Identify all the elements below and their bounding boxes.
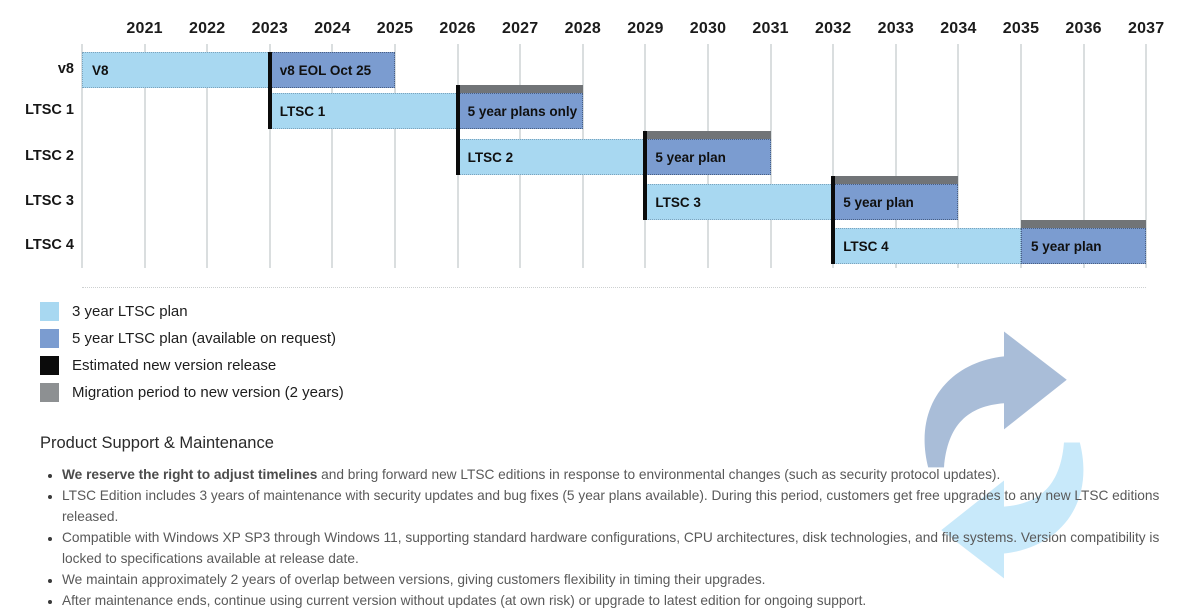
bar-label: LTSC 3 <box>655 194 701 210</box>
year-tick-label: 2031 <box>752 20 789 37</box>
note-text: LTSC Edition includes 3 years of mainten… <box>62 488 1160 524</box>
year-gridline <box>957 44 960 268</box>
release-line <box>831 176 836 264</box>
legend-label: Migration period to new version (2 years… <box>72 384 344 401</box>
legend-label: 5 year LTSC plan (available on request) <box>72 330 337 347</box>
year-gridline <box>81 44 83 268</box>
bar-plan3: V8 <box>82 52 270 88</box>
release-line <box>643 131 648 220</box>
year-tick-label: 2022 <box>188 20 226 37</box>
migration-strip <box>645 131 771 139</box>
year-gridline <box>1082 44 1085 268</box>
bar-label: V8 <box>92 62 109 78</box>
bar-plan3: LTSC 3 <box>645 184 834 220</box>
year-gridline <box>894 44 897 268</box>
bar-plan3: LTSC 1 <box>269 93 458 129</box>
year-gridline <box>1145 44 1148 268</box>
bar-plan3: LTSC 2 <box>457 139 646 175</box>
year-gridline <box>394 44 396 268</box>
year-gridline <box>832 44 835 268</box>
year-tick-label: 2032 <box>814 20 852 37</box>
notes-bullet-list: We reserve the right to adjust timelines… <box>40 464 1162 611</box>
back-arrow-icon <box>941 442 1084 579</box>
row-label: LTSC 4 <box>25 237 74 253</box>
note-bullet: Compatible with Windows XP SP3 through W… <box>62 527 1162 569</box>
year-tick-label: 2035 <box>1002 20 1040 37</box>
legend-label: 3 year LTSC plan <box>72 303 188 320</box>
year-tick-label: 2025 <box>376 20 414 37</box>
legend-item-release: Estimated new version release <box>40 356 344 375</box>
year-tick-label: 2024 <box>314 20 351 37</box>
sync-arrows-graphic <box>924 331 1084 579</box>
bar-label: LTSC 2 <box>467 149 514 165</box>
note-text: After maintenance ends, continue using c… <box>62 593 867 608</box>
chart-legend: 3 year LTSC plan 5 year LTSC plan (availa… <box>40 302 344 402</box>
notes-section: Product Support & Maintenance We reserve… <box>40 434 1162 611</box>
year-tick-label: 2036 <box>1065 20 1102 37</box>
migration-strip <box>833 176 959 184</box>
note-text: Compatible with Windows XP SP3 through W… <box>62 530 1160 566</box>
migration-strip <box>457 85 583 93</box>
year-tick-label: 2026 <box>439 20 476 37</box>
bar-plan3: LTSC 4 <box>833 228 1021 264</box>
year-tick-label: 2021 <box>126 20 163 37</box>
migration-strip <box>1021 220 1147 228</box>
year-tick-label: 2029 <box>627 20 664 37</box>
bar-plan5: 5 year plan <box>833 184 959 220</box>
legend-label: Estimated new version release <box>72 357 277 374</box>
year-tick-label: 2037 <box>1127 20 1165 37</box>
release-line <box>455 85 460 175</box>
note-text: We maintain approximately 2 years of ove… <box>62 572 766 587</box>
migration-swatch-icon <box>40 383 59 402</box>
bar-label: 5 year plan <box>843 194 914 210</box>
year-gridline <box>268 44 271 268</box>
bar-plan5: 5 year plan <box>1021 228 1147 264</box>
release-swatch-icon <box>40 356 59 375</box>
plan5-swatch-icon <box>40 329 59 348</box>
note-text: and bring forward new LTSC editions in r… <box>317 467 1001 482</box>
year-tick-label: 2023 <box>251 20 288 37</box>
bar-plan5: 5 year plans only <box>457 93 583 129</box>
year-tick-label: 2027 <box>501 20 539 37</box>
year-tick-label: 2030 <box>689 20 727 37</box>
note-bullet: LTSC Edition includes 3 years of mainten… <box>62 485 1162 527</box>
note-bullet: We maintain approximately 2 years of ove… <box>62 569 1162 590</box>
forward-arrow-icon <box>924 331 1067 468</box>
bar-label: 5 year plans only <box>467 103 578 119</box>
row-label: LTSC 3 <box>25 193 74 209</box>
row-label: LTSC 1 <box>25 102 74 118</box>
bar-label: v8 EOL Oct 25 <box>279 62 372 78</box>
year-gridline <box>1020 44 1022 268</box>
bar-label: 5 year plan <box>1031 238 1102 254</box>
year-gridline <box>331 44 334 268</box>
legend-item-migration: Migration period to new version (2 years… <box>40 383 344 402</box>
note-bullet: We reserve the right to adjust timelines… <box>62 464 1162 485</box>
year-tick-label: 2033 <box>877 20 914 37</box>
year-tick-label: 2034 <box>940 20 977 37</box>
bar-label: 5 year plan <box>655 149 726 165</box>
plan3-swatch-icon <box>40 302 59 321</box>
note-bullet: After maintenance ends, continue using c… <box>62 590 1162 611</box>
year-gridline <box>206 44 209 268</box>
axis-dotted-line <box>82 287 1147 288</box>
note-bold-text: We reserve the right to adjust timelines <box>62 467 318 482</box>
notes-heading: Product Support & Maintenance <box>40 434 274 452</box>
bar-plan5: 5 year plan <box>645 139 771 175</box>
year-tick-label: 2028 <box>564 20 601 37</box>
year-gridline <box>143 44 146 268</box>
bar-label: LTSC 4 <box>843 238 889 254</box>
bar-label: LTSC 1 <box>279 103 326 119</box>
legend-item-plan5: 5 year LTSC plan (available on request) <box>40 329 344 348</box>
release-line <box>267 52 272 129</box>
bar-plan5: v8 EOL Oct 25 <box>269 52 395 88</box>
legend-item-plan3: 3 year LTSC plan <box>40 302 344 321</box>
row-label: LTSC 2 <box>25 148 74 164</box>
year-gridline <box>769 44 772 268</box>
gantt-chart: 2021 2022 2023 2024 2025 2026 2027 2028 2029 2030… <box>0 0 1200 300</box>
row-label: v8 <box>57 61 74 77</box>
